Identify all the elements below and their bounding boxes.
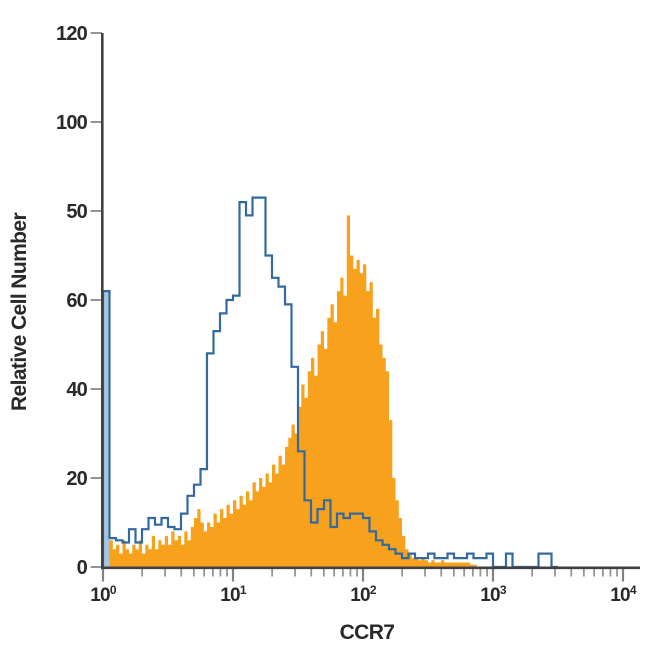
axis-lines — [101, 33, 640, 570]
histogram-series — [101, 196, 558, 569]
x-decade-label: 104 — [610, 583, 637, 606]
x-decade-label: 100 — [90, 583, 117, 606]
y-tick-label: 20 — [66, 468, 87, 490]
y-tick-label: 60 — [66, 290, 87, 312]
open-histogram-control — [101, 196, 558, 569]
x-decade-exponent: 2 — [370, 583, 377, 597]
x-decade-exponent: 1 — [240, 583, 247, 597]
x-decade-exponent: 0 — [110, 583, 117, 597]
x-axis-title: CCR7 — [340, 621, 395, 644]
open-histogram-control-edge-spike — [103, 291, 110, 567]
x-decade-label: 102 — [350, 583, 377, 606]
x-decade-exponent: 3 — [500, 583, 507, 597]
filled-histogram-ccr7-stained — [103, 215, 480, 567]
y-tick-label: 120 — [56, 23, 88, 45]
axis-ticks — [90, 32, 625, 582]
y-tick-label: 100 — [56, 112, 88, 134]
y-tick-label: 0 — [77, 557, 88, 579]
y-axis-title: Relative Cell Number — [8, 213, 31, 411]
x-decade-label: 101 — [220, 583, 247, 606]
x-decade-label: 103 — [480, 583, 507, 606]
y-tick-label: 50 — [66, 201, 87, 223]
x-decade-exponent: 4 — [630, 583, 637, 597]
y-tick-label: 40 — [66, 379, 87, 401]
